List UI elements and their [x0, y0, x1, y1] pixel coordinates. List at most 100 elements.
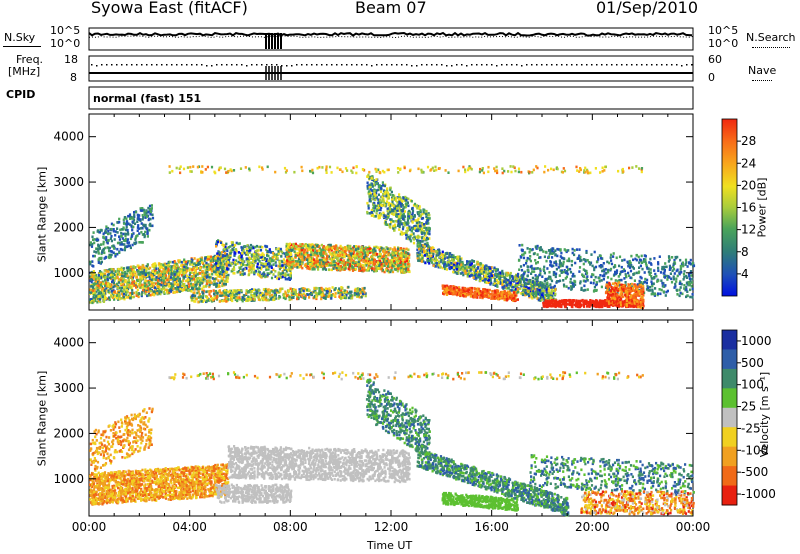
data-cell [343, 250, 347, 253]
data-cell [268, 291, 271, 295]
freq-dot [391, 64, 393, 66]
data-cell [386, 247, 389, 251]
data-cell [194, 284, 198, 288]
data-cell [157, 278, 160, 282]
data-cell [297, 244, 300, 248]
data-cell [287, 262, 290, 266]
data-cell [394, 251, 398, 255]
freq-dot [561, 64, 563, 66]
data-cell [268, 257, 272, 260]
data-cell [170, 267, 173, 270]
data-cell [131, 278, 134, 281]
data-cell [197, 287, 200, 290]
data-cell [191, 271, 194, 274]
data-cell [317, 268, 320, 271]
data-cell [379, 187, 382, 190]
data-cell [151, 265, 154, 268]
data-cell [398, 215, 401, 218]
data-cell [100, 272, 103, 276]
data-cell [192, 277, 195, 281]
data-cell [250, 293, 253, 297]
data-cell [125, 266, 129, 270]
data-cell [91, 289, 94, 292]
data-cell [139, 282, 142, 286]
data-cell [287, 245, 290, 249]
freq-dot [211, 65, 213, 67]
data-cell [422, 237, 426, 240]
data-cell [116, 241, 120, 245]
data-cell [339, 265, 342, 268]
freq-dot [636, 64, 638, 66]
data-cell [347, 263, 350, 266]
data-cell [291, 257, 294, 260]
data-cell [402, 265, 405, 269]
data-cell [131, 295, 134, 299]
data-cell [180, 260, 183, 264]
data-cell [194, 271, 197, 275]
data-cell [385, 262, 388, 265]
freq-dot [141, 64, 143, 66]
data-cell [208, 279, 211, 282]
data-cell [115, 282, 119, 286]
freq-dot [186, 64, 188, 66]
data-cell [103, 251, 106, 255]
data-cell [377, 246, 380, 249]
data-cell [378, 214, 381, 217]
data-cell [245, 247, 248, 251]
data-cell [110, 253, 113, 257]
data-cell [189, 282, 193, 286]
data-cell [396, 215, 399, 218]
data-cell [166, 278, 169, 282]
data-cell [290, 291, 293, 295]
data-cell [148, 228, 151, 232]
freq-dot [451, 65, 453, 67]
data-cell [400, 266, 403, 270]
data-cell [412, 232, 415, 235]
data-cell [292, 292, 295, 296]
data-cell [101, 280, 104, 284]
data-cell [113, 279, 116, 282]
data-cell [227, 298, 230, 301]
freq-dot [246, 65, 248, 67]
data-cell [278, 262, 281, 266]
data-cell [321, 288, 324, 291]
data-cell [216, 291, 219, 295]
data-cell [407, 235, 410, 239]
freq-dots [91, 64, 693, 67]
data-cell [95, 294, 98, 298]
data-cell [395, 257, 398, 261]
data-cell [143, 275, 146, 279]
data-cell [222, 266, 225, 269]
data-cell [121, 290, 124, 293]
data-cell [392, 227, 395, 230]
data-cell [363, 256, 366, 259]
data-cell [213, 292, 216, 295]
data-cell [145, 265, 149, 269]
data-cell [314, 261, 317, 264]
freq-dot [376, 64, 378, 66]
data-cell [183, 265, 186, 269]
data-cell [367, 190, 370, 193]
data-cell [223, 274, 226, 278]
data-cell [132, 270, 135, 274]
data-cell [99, 284, 102, 287]
data-cell [386, 200, 389, 203]
data-cell [118, 235, 121, 238]
freq-dot [441, 64, 443, 66]
data-cell [147, 267, 150, 271]
data-cell [183, 285, 187, 289]
data-cell [162, 270, 165, 274]
data-cell [232, 271, 235, 275]
data-cell [208, 276, 211, 279]
data-cell [225, 242, 228, 246]
data-cell [139, 218, 142, 221]
data-cell [247, 295, 250, 298]
data-cell [240, 246, 243, 249]
data-cell [402, 222, 405, 225]
data-cell [366, 181, 369, 185]
data-cell [105, 287, 108, 290]
data-cell [162, 263, 165, 267]
data-cell [229, 252, 232, 255]
data-cell [358, 257, 362, 261]
